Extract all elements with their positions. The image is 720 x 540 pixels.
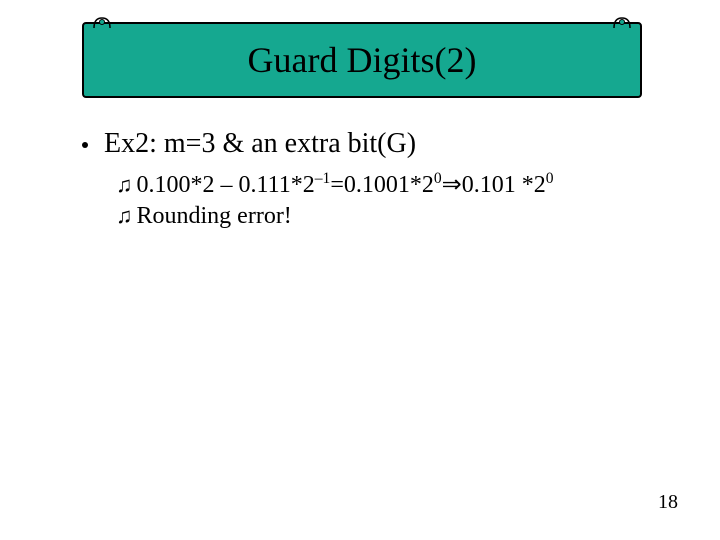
content-area: Ex2: m=3 & an extra bit(G) ♫ 0.100*2 – 0… [82,128,662,234]
page-number: 18 [658,491,678,514]
sub-item-1: ♫ 0.100*2 – 0.111*2–1=0.1001*20⇒0.101 *2… [116,170,662,199]
scroll-ornament-left [92,16,112,30]
bullet-dot-icon [82,142,88,148]
sub-list: ♫ 0.100*2 – 0.111*2–1=0.1001*20⇒0.101 *2… [116,170,662,230]
music-note-icon: ♫ [116,174,133,196]
sub-item-text: Rounding error! [137,203,292,230]
bullet-text: Ex2: m=3 & an extra bit(G) [104,128,416,160]
title-banner: Guard Digits(2) [82,22,642,98]
slide-title: Guard Digits(2) [84,39,640,81]
bullet-item: Ex2: m=3 & an extra bit(G) [82,128,662,160]
music-note-icon: ♫ [116,205,133,227]
sub-item-2: ♫ Rounding error! [116,203,662,230]
equation-text: 0.100*2 – 0.111*2–1=0.1001*20⇒0.101 *20 [137,170,554,199]
scroll-ornament-right [612,16,632,30]
